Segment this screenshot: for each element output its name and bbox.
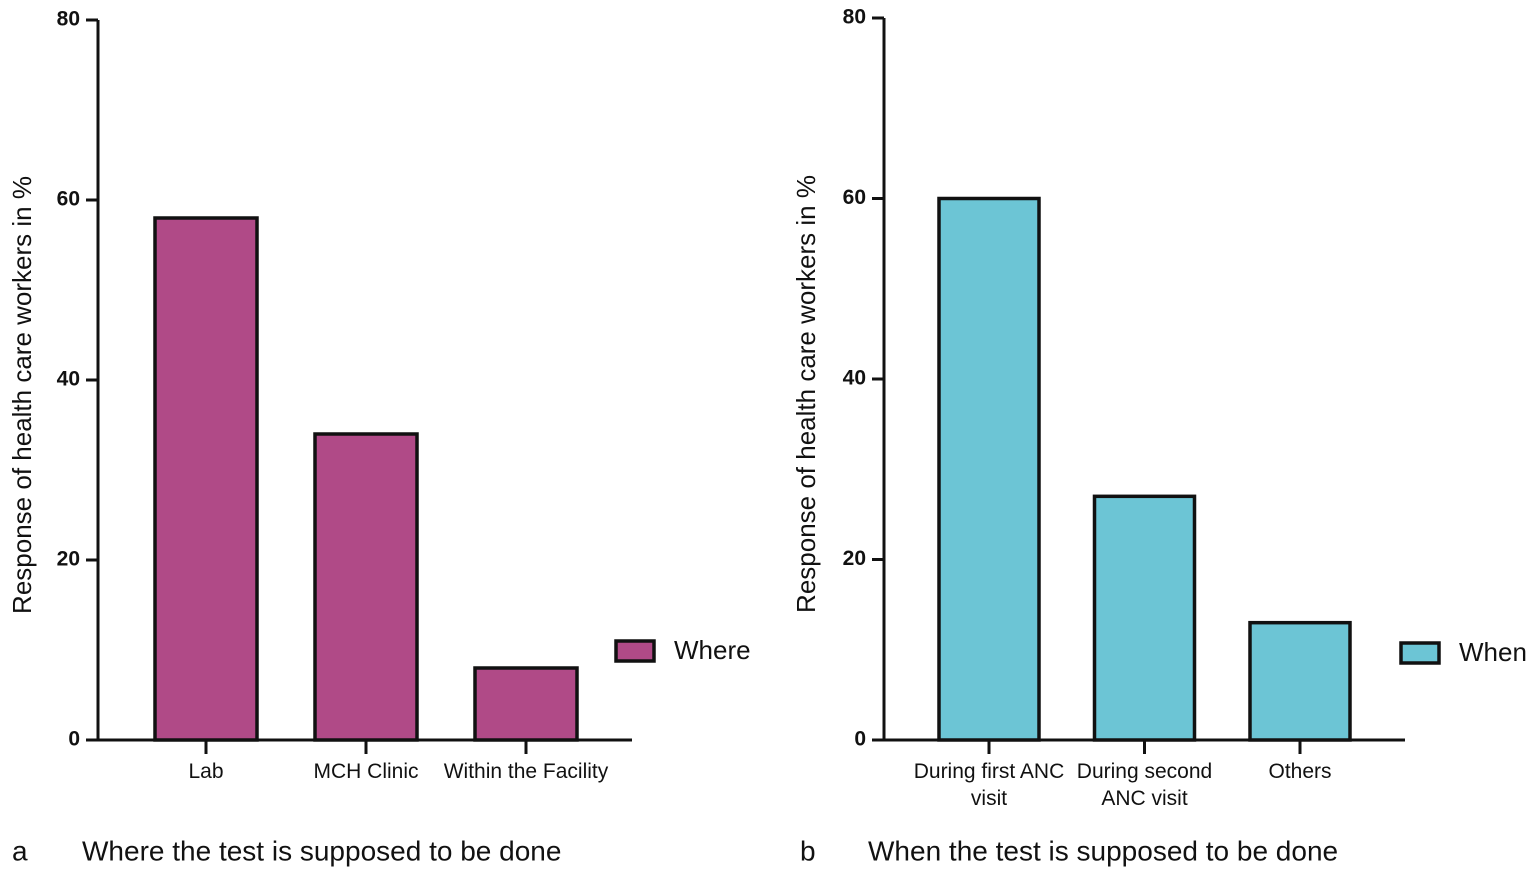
x-tick-label: MCH Clinic: [313, 760, 419, 783]
y-tick-label: 40: [57, 368, 80, 391]
x-tick-label: Lab: [188, 760, 224, 783]
bar: [313, 432, 419, 742]
legend-swatch: [1399, 641, 1441, 665]
y-tick-label: 40: [843, 367, 866, 390]
bar: [1092, 494, 1197, 742]
y-axis-label: Response of health care workers in %: [791, 175, 821, 613]
panel-label: b: [800, 835, 816, 866]
x-axis-title: When the test is supposed to be done: [868, 835, 1338, 866]
y-tick-label: 60: [843, 186, 866, 209]
y-tick-label: 0: [68, 728, 80, 751]
bar: [937, 196, 1041, 742]
y-tick-label: 80: [57, 8, 80, 31]
y-tick-label: 20: [843, 547, 866, 570]
y-tick-label: 60: [57, 188, 80, 211]
x-tick-label: During first ANC visit: [913, 760, 1065, 810]
bar: [473, 666, 579, 742]
panel-label: a: [12, 835, 28, 866]
x-axis-title: Where the test is supposed to be done: [82, 835, 561, 866]
legend-swatch: [614, 639, 656, 663]
bar: [153, 216, 259, 742]
bar: [1248, 620, 1352, 742]
legend-label: Where: [674, 635, 751, 665]
legend-label: When: [1459, 637, 1527, 667]
y-tick-label: 0: [854, 728, 866, 751]
x-tick-label: During second ANC visit: [1076, 760, 1213, 810]
x-tick-label: Within the Facility: [443, 760, 609, 783]
y-tick-label: 20: [57, 548, 80, 571]
y-tick-label: 80: [843, 6, 866, 29]
y-axis-label: Response of health care workers in %: [7, 176, 37, 614]
x-tick-label: Others: [1268, 760, 1332, 783]
